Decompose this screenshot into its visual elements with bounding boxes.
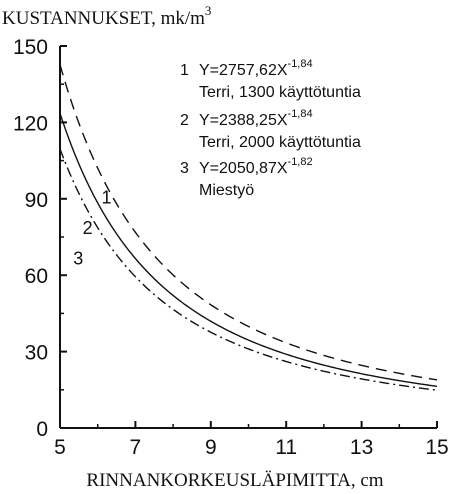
legend-number: 3 <box>180 160 189 177</box>
x-tick-label: 15 <box>425 436 448 459</box>
curve-2 <box>59 113 438 388</box>
curve-3 <box>59 148 438 391</box>
legend-equation: Y=2388,25X-1,84 <box>199 108 313 129</box>
y-axis-ticks: 0 30 60 90 120 150 <box>13 36 67 441</box>
legend-description: Miestyö <box>199 182 254 199</box>
x-axis-title: RINNANKORKEUSLÄPIMITTA, cm <box>86 470 383 491</box>
x-tick-label: 5 <box>54 436 66 459</box>
y-tick-label: 90 <box>25 189 48 212</box>
y-tick-label: 60 <box>25 265 48 288</box>
x-tick-label: 13 <box>350 436 373 459</box>
y-axis-title: KUSTANNUKSET, mk/m3 <box>2 3 211 29</box>
x-tick-label: 7 <box>130 436 142 459</box>
curve-label-3: 3 <box>73 248 83 268</box>
legend-equation: Y=2050,87X-1,82 <box>199 156 313 177</box>
y-axis-title-text: KUSTANNUKSET, mk/m <box>2 8 205 29</box>
curve-group <box>59 64 438 391</box>
curve-label-1: 1 <box>101 187 111 207</box>
x-axis-ticks: 5 7 9 11 13 15 <box>54 421 449 459</box>
y-tick-label: 30 <box>25 342 48 365</box>
equation-legend: 1 Y=2757,62X-1,84 Terri, 1300 käyttötuntia… <box>180 58 361 199</box>
x-tick-label: 11 <box>275 436 297 459</box>
curve-1 <box>59 64 438 381</box>
y-tick-label: 120 <box>13 112 48 135</box>
y-tick-label: 0 <box>36 418 48 441</box>
x-tick-label: 9 <box>205 436 217 459</box>
curve-label-2: 2 <box>83 218 93 238</box>
curve-label-group: 123 <box>73 187 111 268</box>
y-axis-title-superscript: 3 <box>205 3 212 18</box>
legend-number: 1 <box>180 62 189 79</box>
y-tick-label: 150 <box>13 36 48 59</box>
legend-number: 2 <box>180 112 189 129</box>
legend-equation: Y=2757,62X-1,84 <box>199 58 313 79</box>
legend-description: Terri, 2000 käyttötuntia <box>199 134 361 151</box>
legend-description: Terri, 1300 käyttötuntia <box>199 84 361 101</box>
